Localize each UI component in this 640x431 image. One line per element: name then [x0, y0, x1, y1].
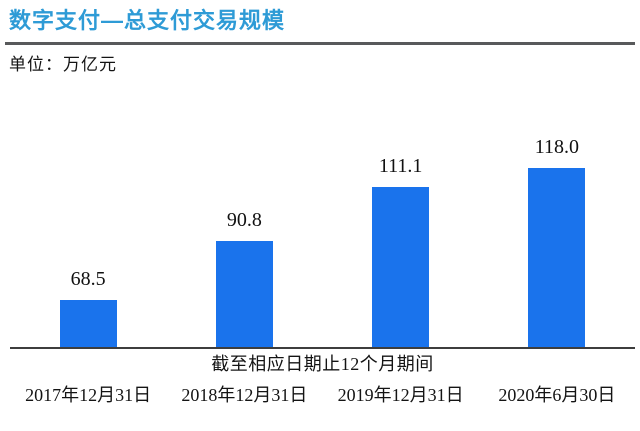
category-label: 2018年12月31日	[181, 385, 308, 406]
bar	[215, 240, 273, 349]
bar-value-label: 118.0	[534, 136, 579, 159]
bar	[528, 168, 586, 349]
page-title: 数字支付—总支付交易规模	[9, 8, 286, 33]
bar-value-label: 68.5	[70, 267, 106, 290]
bar-column: 68.5	[10, 269, 166, 349]
unit-label: 单位：万亿元	[9, 55, 117, 75]
chart-page: 数字支付—总支付交易规模 单位：万亿元 68.5 90.8 111.1 118.0 截…	[0, 8, 640, 431]
category-row: 2017年12月31日 2018年12月31日 2019年12月31日 2020年6月…	[10, 385, 635, 407]
x-axis-label: 截至相应日期止12个月期间	[211, 353, 434, 374]
title-divider	[5, 42, 635, 46]
x-axis-line	[10, 346, 635, 349]
bar	[59, 299, 117, 349]
category-label: 2020年6月30日	[498, 385, 616, 406]
bar-column: 111.1	[323, 156, 479, 349]
bar	[372, 186, 430, 349]
bar-value-label: 111.1	[378, 154, 423, 177]
bar-column: 118.0	[479, 136, 635, 349]
category-label: 2017年12月31日	[25, 385, 152, 406]
bar-value-label: 90.8	[226, 208, 262, 231]
bar-column: 90.8	[166, 210, 322, 349]
plot-area: 68.5 90.8 111.1 118.0	[10, 76, 635, 349]
category-label: 2019年12月31日	[337, 385, 464, 406]
